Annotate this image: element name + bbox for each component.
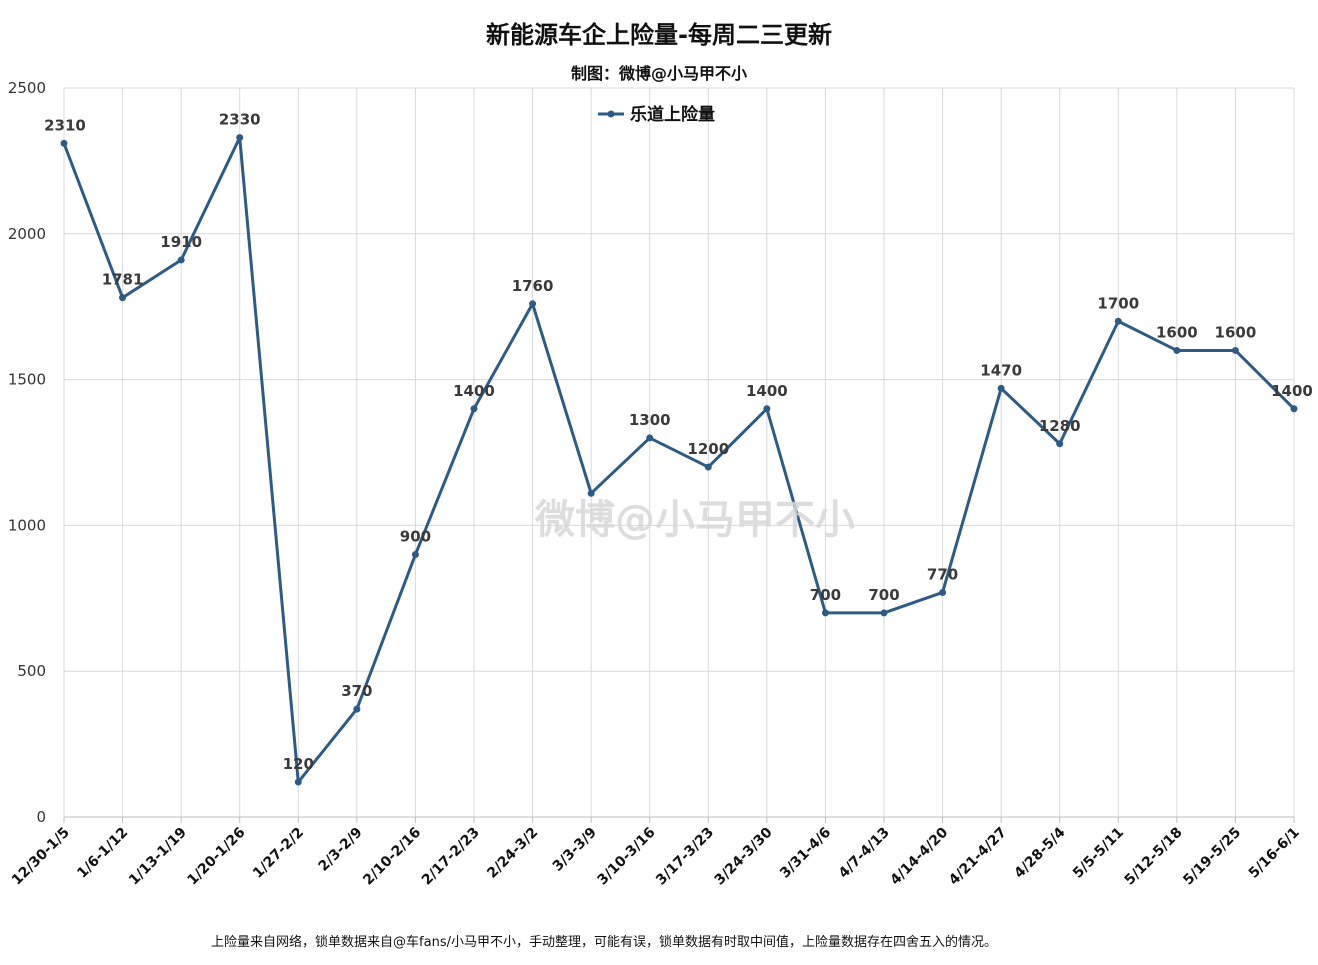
data-point	[821, 609, 829, 617]
data-label-layer: 2310 1781 1910 2330 120 370 900 1400 1760 1300 120…	[44, 111, 1313, 773]
x-tick-label: 1/27-2/2	[250, 825, 307, 882]
legend-entry: 乐道上险量	[630, 104, 715, 125]
data-point	[529, 300, 537, 308]
x-tick-label: 3/3-3/9	[550, 825, 600, 875]
y-axis-ticks: 0 500 1000 1500 2000 2500	[8, 79, 46, 826]
data-point	[60, 139, 68, 147]
data-label: 1910	[160, 233, 202, 251]
data-label: 2330	[219, 111, 261, 129]
y-tick-label: 1000	[8, 516, 46, 534]
data-point	[1173, 346, 1181, 354]
data-label: 1700	[1097, 294, 1139, 312]
data-point	[763, 405, 771, 413]
x-tick-label: 2/10-2/16	[360, 825, 424, 889]
y-tick-label: 2500	[8, 79, 46, 97]
data-label: 1781	[102, 271, 144, 289]
x-tick-label: 5/12-5/18	[1122, 825, 1186, 889]
x-tick-label: 12/30-1/5	[9, 825, 73, 889]
data-point	[646, 434, 654, 442]
data-point	[1114, 317, 1122, 325]
series-layer	[60, 134, 1298, 786]
data-label: 700	[868, 586, 899, 604]
y-tick-label: 1500	[8, 371, 46, 389]
data-point	[236, 134, 244, 142]
grid-layer	[63, 87, 1295, 823]
data-label: 120	[283, 755, 314, 773]
data-label: 1200	[687, 440, 729, 458]
data-point	[704, 463, 712, 471]
data-point	[880, 609, 888, 617]
x-tick-label: 1/20-1/26	[185, 825, 249, 889]
data-label: 700	[810, 586, 841, 604]
x-tick-label: 1/6-1/12	[74, 825, 131, 882]
chart-subtitle: 制图：微博@小马甲不小	[571, 64, 747, 83]
x-tick-label: 1/13-1/19	[126, 825, 190, 889]
x-tick-label: 5/5-5/11	[1070, 825, 1127, 882]
x-axis-ticks: 12/30-1/5 1/6-1/121/13-1/191/20-1/26 1/27-…	[9, 824, 1303, 888]
data-point	[353, 705, 361, 713]
x-tick-label: 3/10-3/16	[595, 825, 659, 889]
data-label: 770	[927, 565, 958, 583]
data-label: 1400	[1271, 382, 1313, 400]
data-label: 1280	[1039, 417, 1081, 435]
legend-dot-marker	[607, 110, 615, 118]
data-label: 900	[400, 528, 431, 546]
data-point	[411, 551, 419, 559]
data-point	[119, 294, 127, 302]
chart-title: 新能源车企上险量-每周二三更新	[486, 21, 832, 49]
data-label: 1600	[1156, 323, 1198, 341]
series-line	[62, 136, 1296, 784]
data-point	[587, 489, 595, 497]
x-tick-label: 4/28-5/4	[1011, 824, 1068, 881]
data-point	[294, 778, 302, 786]
x-tick-label: 2/17-2/23	[419, 825, 483, 889]
x-tick-label: 3/17-3/23	[653, 825, 717, 889]
data-label: 1300	[629, 411, 671, 429]
data-point	[177, 256, 185, 264]
x-tick-label: 4/21-4/27	[946, 825, 1010, 889]
data-label: 1400	[453, 382, 495, 400]
x-tick-label: 4/14-4/20	[887, 824, 951, 888]
x-tick-label: 5/19-5/25	[1180, 825, 1244, 889]
data-point	[939, 588, 947, 596]
data-label: 1600	[1215, 323, 1257, 341]
data-label: 1760	[512, 277, 554, 295]
data-label: 1470	[980, 361, 1022, 379]
data-point	[997, 384, 1005, 392]
data-point	[1056, 440, 1064, 448]
x-tick-label: 2/24-3/2	[484, 825, 541, 882]
y-tick-label: 500	[17, 662, 46, 680]
data-point	[470, 405, 478, 413]
data-label: 2310	[44, 116, 86, 134]
data-label: 1400	[746, 382, 788, 400]
y-tick-label: 0	[36, 808, 46, 826]
data-point	[1231, 346, 1239, 354]
data-label: 370	[341, 682, 372, 700]
x-tick-label: 5/16-6/1	[1246, 825, 1303, 882]
legend: 乐道上险量	[598, 104, 715, 125]
footnote: 上险量来自网络，锁单数据来自@车fans/小马甲不小，手动整理，可能有误，锁单数…	[211, 934, 997, 950]
y-tick-label: 2000	[8, 225, 46, 243]
x-tick-label: 3/24-3/30	[712, 824, 776, 888]
x-tick-label: 4/7-4/13	[836, 825, 893, 882]
x-tick-label: 2/3-2/9	[315, 825, 365, 875]
data-point	[1290, 405, 1298, 413]
x-tick-label: 3/31-4/6	[777, 825, 834, 882]
watermark: 微博@小马甲不小	[534, 497, 855, 543]
